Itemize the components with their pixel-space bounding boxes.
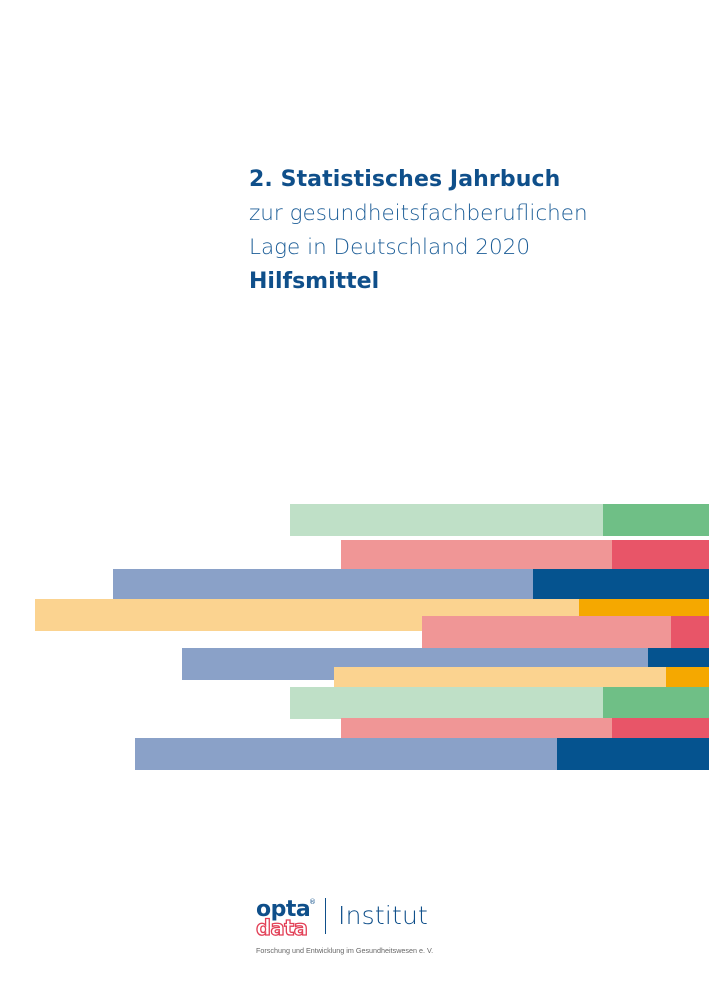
logo-opta-wordmark: opta [256,897,311,922]
logo-divider [325,898,326,934]
book-topic: Hilfsmittel [249,269,380,294]
decorative-bar [671,616,709,648]
decorative-bar [612,540,709,572]
decorative-bar [603,687,709,719]
decorative-bar [135,738,557,770]
decorative-bar [334,667,666,687]
book-subtitle-line-1: zur gesundheitsfachberuflichen [249,201,588,226]
decorative-bar [113,569,533,601]
book-subtitle-line-2: Lage in Deutschland 2020 [249,235,531,260]
decorative-bar [35,599,579,631]
book-title: 2. Statistisches Jahrbuch [249,167,561,192]
decorative-bar [579,599,709,619]
decorative-bar [341,540,612,572]
decorative-bar [666,667,709,687]
decorative-bar [533,569,709,601]
title-block: 2. Statistisches Jahrbuch zur gesundheit… [249,163,689,299]
logo-tagline: Forschung und Entwicklung im Gesundheits… [256,946,434,955]
logo-data-wordmark: data [255,916,308,940]
decorative-bar [422,616,671,648]
decorative-bar [341,718,612,738]
decorative-bar [648,648,709,668]
decorative-bar [603,504,709,536]
optadata-institut-logo: opta ® data Institut Forschung und Entwi… [255,897,466,962]
logo-institut-text: Institut [338,901,429,930]
decorative-bar [290,504,603,536]
decorative-bar [557,738,709,770]
decorative-bar [612,718,709,738]
decorative-bar [290,687,603,719]
registered-mark: ® [309,898,316,906]
decorative-bar [182,648,648,680]
